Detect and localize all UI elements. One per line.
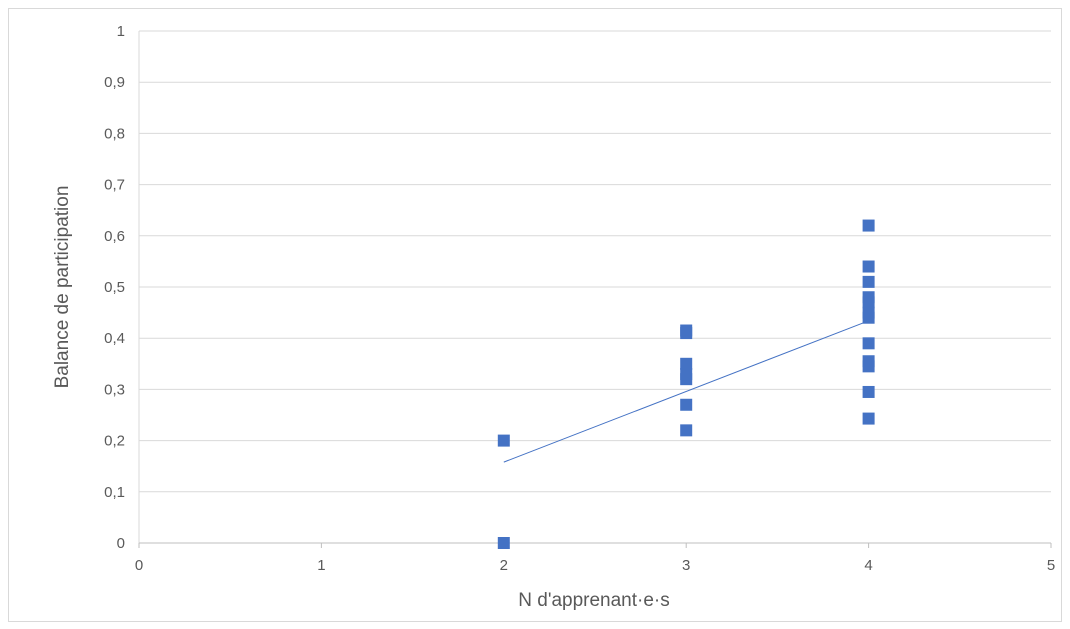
data-point-3 — [680, 327, 693, 340]
data-point-1 — [497, 537, 510, 549]
y-tick-label: 0,3 — [104, 381, 125, 398]
y-axis-title: Balance de participation — [52, 186, 73, 389]
data-point-7 — [680, 398, 693, 411]
y-tick-label: 0,7 — [104, 177, 125, 194]
data-point-8 — [680, 424, 693, 437]
y-tick-label: 0,4 — [104, 330, 125, 347]
y-tick-label: 0,6 — [104, 228, 125, 245]
x-tick-label: 5 — [1047, 557, 1055, 574]
data-point-20 — [862, 412, 875, 425]
data-point-4 — [680, 357, 693, 370]
data-point-16 — [862, 337, 875, 350]
data-point-13 — [862, 296, 875, 309]
data-point-0 — [497, 434, 510, 447]
y-tick-label: 0,9 — [104, 74, 125, 91]
trendline — [503, 320, 869, 463]
data-point-15 — [862, 311, 875, 324]
data-point-10 — [862, 260, 875, 273]
x-tick-label: 2 — [500, 557, 508, 574]
x-axis-title: N d'apprenant·e·s — [518, 590, 670, 611]
data-point-9 — [862, 219, 875, 232]
x-tick-label: 0 — [135, 557, 143, 574]
y-tick-label: 0,5 — [104, 279, 125, 296]
data-point-18 — [862, 360, 875, 373]
data-point-6 — [680, 373, 693, 386]
x-tick-label: 3 — [682, 557, 690, 574]
y-tick-label: 0 — [117, 535, 125, 552]
y-tick-label: 0,8 — [104, 125, 125, 142]
data-point-11 — [862, 275, 875, 288]
chart-frame — [8, 8, 1062, 622]
y-axis-ticks: 0 0,1 0,2 0,3 0,4 0,5 0,6 0,7 0,8 0,9 1 — [104, 23, 125, 552]
trendline-group — [503, 320, 869, 463]
y-tick-label: 0,2 — [104, 433, 125, 450]
y-tick-label: 0,1 — [104, 484, 125, 501]
gridlines — [138, 30, 1051, 544]
data-points — [497, 219, 875, 549]
x-axis-ticks: 0 1 2 3 4 5 — [135, 543, 1055, 574]
x-tick-label: 1 — [317, 557, 325, 574]
x-tick-label: 4 — [864, 557, 872, 574]
y-tick-label: 1 — [117, 23, 125, 40]
data-point-19 — [862, 385, 875, 398]
